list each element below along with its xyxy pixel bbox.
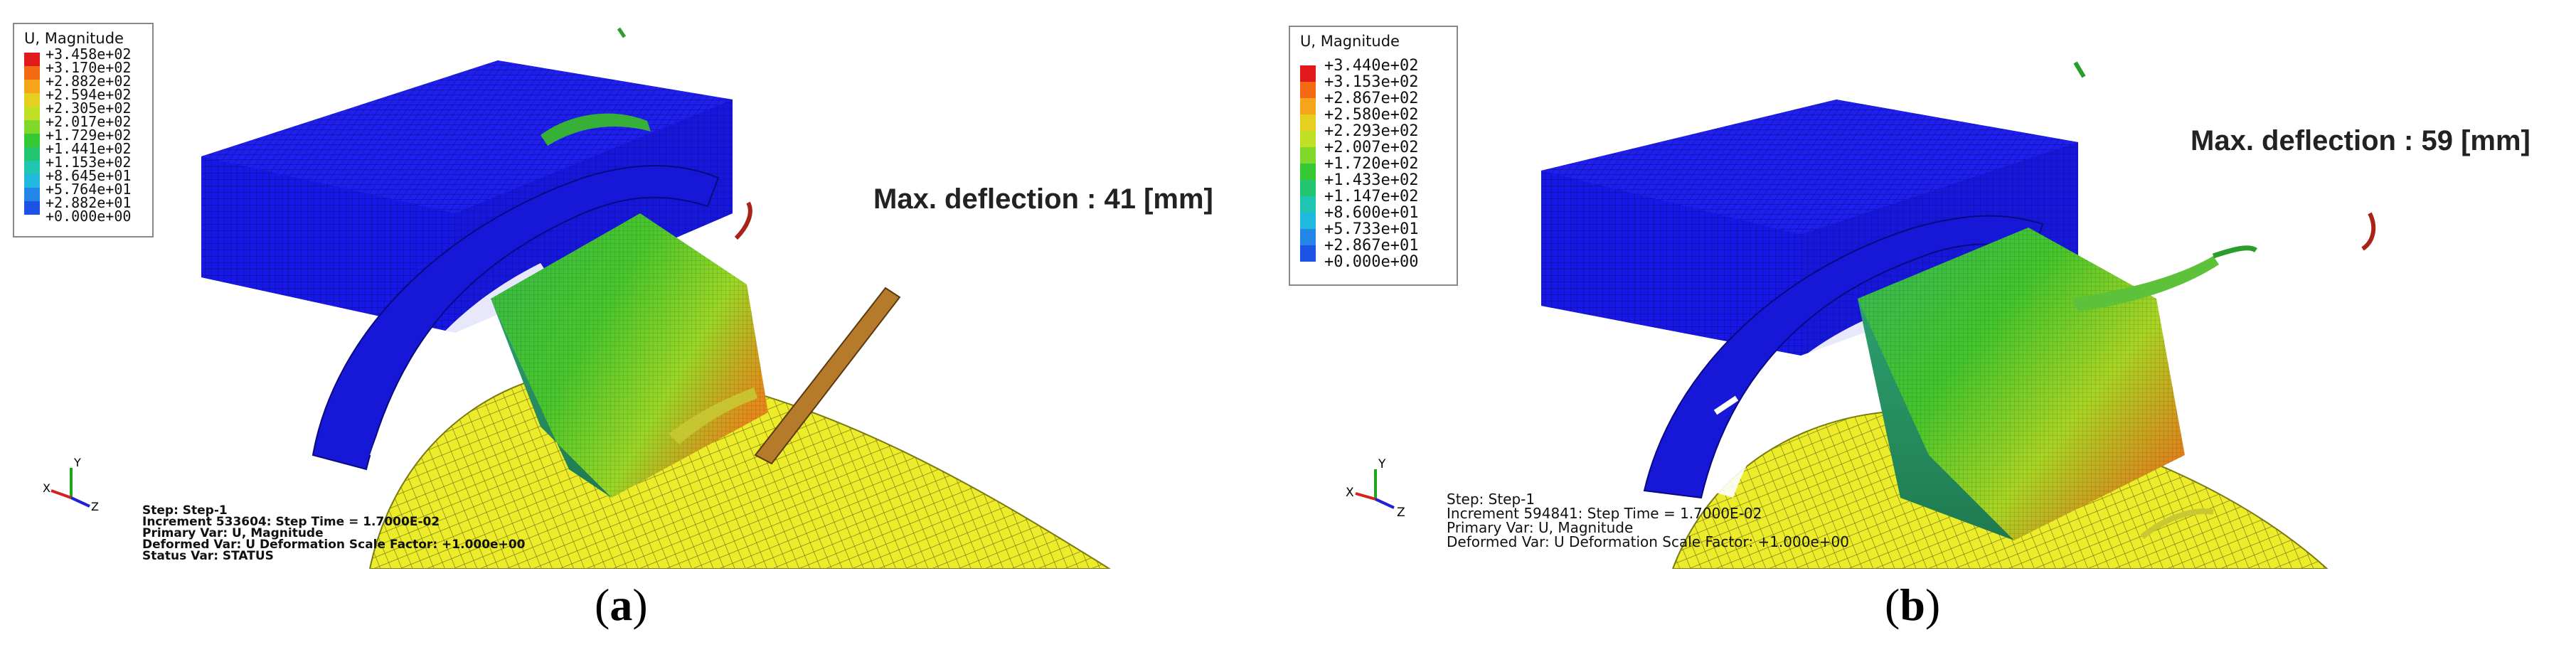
axis-triad-icon: Y X Z	[43, 456, 99, 512]
caption-close: )	[1925, 579, 1941, 630]
fe-scene-a	[201, 27, 1111, 569]
status-line: Step: Step-1	[1447, 491, 1536, 508]
legend-value: +5.764e+01	[46, 181, 132, 198]
legend-swatch	[24, 120, 40, 134]
legend-swatch	[24, 174, 40, 188]
axis-y-label: Y	[73, 456, 81, 469]
axis-triad-icon: Y X Z	[1346, 457, 1405, 519]
panel-b: U, Magnitude +3.440e+02 +3.153e+02 +2.86…	[1289, 0, 2576, 569]
legend-value: +0.000e+00	[1324, 253, 1419, 271]
status-line: Step: Step-1	[142, 503, 228, 518]
legend-value: +3.170e+02	[46, 59, 132, 76]
color-legend-a: U, Magnitude +3.458e+02 +3.170e+02 +2.88…	[13, 23, 154, 237]
legend-swatch	[1300, 82, 1316, 98]
legend-swatch	[24, 188, 40, 201]
fe-scene-b	[1541, 61, 2376, 569]
axis-z-label: Z	[1397, 506, 1405, 519]
legend-swatch	[1300, 180, 1316, 196]
caption-close: )	[632, 579, 648, 630]
legend-value: +3.458e+02	[46, 46, 132, 63]
legend-swatch	[1300, 213, 1316, 229]
status-line: Increment 594841: Step Time = 1.7000E-02	[1447, 505, 1762, 522]
legend-title: U, Magnitude	[1300, 33, 1400, 50]
legend-value: +2.580e+02	[1324, 106, 1419, 124]
status-line: Primary Var: U, Magnitude	[1447, 519, 1634, 536]
status-line: Status Var: STATUS	[142, 549, 274, 563]
color-legend-b: U, Magnitude +3.440e+02 +3.153e+02 +2.86…	[1289, 26, 1458, 286]
legend-value: +3.153e+02	[1324, 73, 1419, 91]
legend-swatch	[1300, 65, 1316, 82]
legend-swatch	[1300, 114, 1316, 131]
legend-swatch	[1300, 245, 1316, 262]
legend-swatch	[24, 80, 40, 93]
legend-swatch	[24, 147, 40, 161]
legend-swatch	[1300, 131, 1316, 147]
max-deflection-label: Max. deflection : 59 [mm]	[2191, 125, 2530, 156]
brown-rod	[754, 287, 901, 465]
legend-value: +8.645e+01	[46, 167, 132, 184]
caption-a: (a)	[595, 579, 648, 631]
caption-open: (	[595, 579, 610, 630]
legend-value: +1.153e+02	[46, 154, 132, 171]
legend-swatch	[24, 161, 40, 174]
legend-value: +1.147e+02	[1324, 188, 1419, 205]
caption-letter: b	[1900, 579, 1925, 630]
legend-value: +2.305e+02	[46, 100, 132, 117]
legend-value: +3.440e+02	[1324, 57, 1419, 75]
caption-open: (	[1885, 579, 1900, 630]
legend-swatch	[24, 134, 40, 147]
legend-value: +2.017e+02	[46, 113, 132, 130]
max-deflection-label: Max. deflection : 41 [mm]	[873, 183, 1213, 215]
status-line: Deformed Var: U Deformation Scale Factor…	[1447, 533, 1849, 548]
legend-value: +5.733e+01	[1324, 220, 1419, 238]
legend-swatch	[24, 53, 40, 66]
legend-swatch	[1300, 98, 1316, 114]
legend-value: +2.867e+01	[1324, 237, 1419, 255]
caption-letter: a	[610, 579, 633, 630]
legend-swatch	[24, 107, 40, 120]
legend-value: +2.594e+02	[46, 86, 132, 103]
legend-swatch	[1300, 164, 1316, 180]
blue-arch	[312, 165, 720, 471]
legend-value: +2.882e+02	[46, 73, 132, 90]
status-line: Increment 533604: Step Time = 1.7000E-02	[142, 515, 440, 529]
status-line: Deformed Var: U Deformation Scale Factor…	[142, 538, 526, 552]
legend-swatch	[24, 201, 40, 215]
axis-y-label: Y	[1378, 457, 1386, 471]
panel-a: U, Magnitude +3.458e+02 +3.170e+02 +2.88…	[0, 0, 1287, 569]
legend-value: +1.441e+02	[46, 140, 132, 157]
legend-swatch	[24, 66, 40, 80]
legend-value: +8.600e+01	[1324, 204, 1419, 222]
legend-value: +2.882e+01	[46, 194, 132, 211]
axis-x-label: X	[43, 481, 50, 495]
legend-swatch	[24, 93, 40, 107]
legend-swatch	[1300, 147, 1316, 164]
legend-swatch	[1300, 229, 1316, 245]
green-debris	[541, 113, 651, 146]
status-line: Primary Var: U, Magnitude	[142, 526, 324, 540]
legend-value: +0.000e+00	[46, 208, 132, 225]
green-debris	[2071, 256, 2219, 311]
legend-value: +1.433e+02	[1324, 171, 1419, 189]
legend-value: +2.867e+02	[1324, 90, 1419, 107]
caption-b: (b)	[1885, 579, 1940, 631]
axis-z-label: Z	[91, 500, 99, 512]
legend-swatch	[1300, 196, 1316, 213]
legend-value: +1.720e+02	[1324, 155, 1419, 173]
legend-value: +1.729e+02	[46, 127, 132, 144]
legend-value: +2.293e+02	[1324, 122, 1419, 140]
legend-value: +2.007e+02	[1324, 139, 1419, 156]
legend-title: U, Magnitude	[24, 30, 124, 47]
axis-x-label: X	[1346, 486, 1354, 500]
